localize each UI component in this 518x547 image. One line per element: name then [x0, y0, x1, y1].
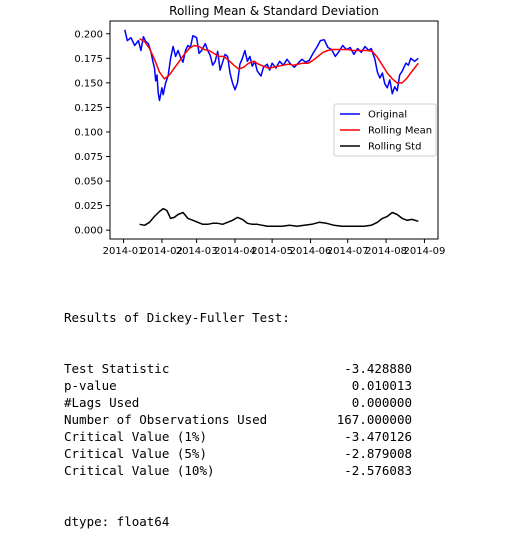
x-tick-label: 2014-03: [176, 246, 218, 257]
results-row-value: 0.000000: [296, 394, 412, 411]
y-tick-label: 0.025: [74, 201, 103, 212]
results-row: p-value 0.010013: [64, 377, 412, 394]
y-tick-label: 0.175: [74, 54, 103, 65]
results-row-label: Critical Value (1%): [64, 428, 296, 445]
results-row-value: 0.010013: [296, 377, 412, 394]
results-row-value: -3.470126: [296, 428, 412, 445]
y-tick-label: 0.150: [74, 78, 103, 89]
results-row: Number of Observations Used 167.000000: [64, 411, 412, 428]
dickey-fuller-results: Results of Dickey-Fuller Test: Test Stat…: [64, 275, 412, 547]
results-row: Test Statistic -3.428880: [64, 360, 412, 377]
results-row: #Lags Used 0.000000: [64, 394, 412, 411]
x-tick-label: 2014-01: [103, 246, 145, 257]
results-row-label: #Lags Used: [64, 394, 296, 411]
results-row-label: Number of Observations Used: [64, 411, 296, 428]
legend-label: Original: [368, 110, 407, 121]
results-row: Critical Value (1%) -3.470126: [64, 428, 412, 445]
legend-label: Rolling Mean: [368, 126, 432, 137]
y-tick-label: 0.100: [74, 127, 103, 138]
y-tick-label: 0.200: [74, 29, 103, 40]
y-tick-label: 0.000: [74, 226, 103, 237]
y-axis: 0.000 0.025 0.050 0.075 0.100 0.125 0.150 0.175…: [74, 29, 110, 236]
chart-title: Rolling Mean & Standard Deviation: [169, 4, 379, 18]
results-row-value: -3.428880: [296, 360, 412, 377]
results-row-value: 167.000000: [296, 411, 412, 428]
y-tick-label: 0.050: [74, 177, 103, 188]
x-axis: 2014-012014-022014-032014-042014-052014-…: [103, 239, 446, 257]
x-tick-label: 2014-07: [327, 246, 369, 257]
x-tick-label: 2014-04: [214, 246, 256, 257]
legend: Original Rolling Mean Rolling Std: [334, 104, 436, 156]
y-tick-label: 0.075: [74, 152, 103, 163]
y-tick-label: 0.125: [74, 103, 103, 114]
results-row-value: -2.879008: [296, 445, 412, 462]
results-row: Critical Value (5%) -2.879008: [64, 445, 412, 462]
results-row-label: Critical Value (5%): [64, 445, 296, 462]
legend-label: Rolling Std: [368, 142, 421, 153]
results-row-label: Test Statistic: [64, 360, 296, 377]
x-tick-label: 2014-09: [404, 246, 446, 257]
results-header: Results of Dickey-Fuller Test:: [64, 309, 412, 326]
results-rows: Test Statistic -3.428880 p-value 0.010013 #L…: [64, 360, 412, 479]
results-row-value: -2.576083: [296, 462, 412, 479]
x-tick-label: 2014-05: [251, 246, 293, 257]
x-tick-label: 2014-06: [290, 246, 332, 257]
results-row: Critical Value (10%) -2.576083: [64, 462, 412, 479]
results-row-label: Critical Value (10%): [64, 462, 296, 479]
rolling-stats-chart: Rolling Mean & Standard Deviation 0.0000…: [0, 0, 518, 270]
x-tick-label: 2014-08: [365, 246, 407, 257]
results-row-label: p-value: [64, 377, 296, 394]
results-dtype: dtype: float64: [64, 513, 412, 530]
